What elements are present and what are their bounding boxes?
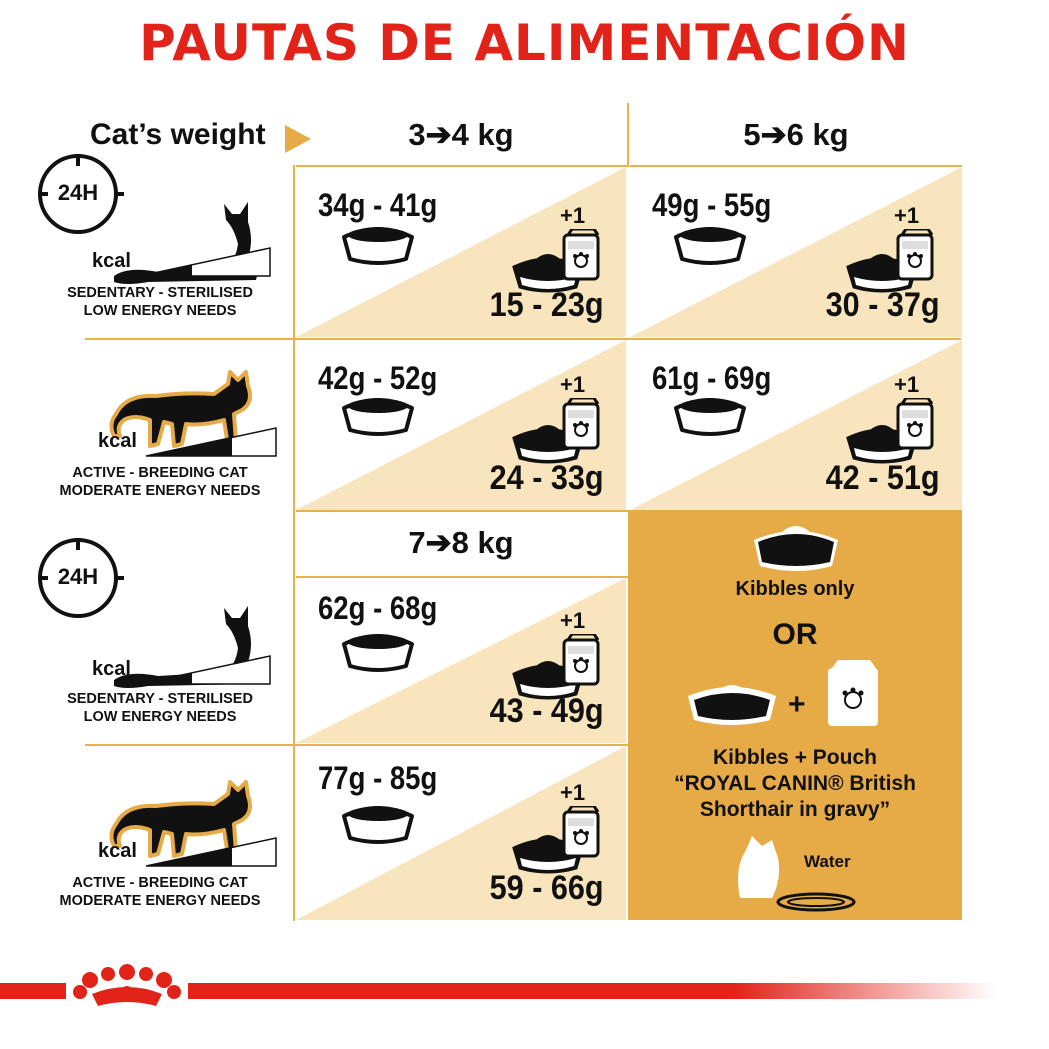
- cats-weight-label: Cat’s weight: [90, 118, 266, 151]
- energy-bar-icon: [140, 655, 271, 685]
- divider: [296, 576, 630, 578]
- pouch-icon: [562, 634, 600, 686]
- pouch-icon: [896, 398, 934, 450]
- kibbles-only-amount: 77g - 85g: [318, 760, 438, 796]
- kibbles-pouch-amount: 43 - 49g: [490, 692, 604, 730]
- kcal-label: kcal: [98, 430, 137, 452]
- profile-sedentary-2: 24H kcal SEDENTARY - STERILISED LOW ENER…: [20, 534, 290, 744]
- kcal-label: kcal: [98, 840, 137, 862]
- weight-header-5-6: 5➔6 kg: [743, 117, 849, 152]
- profile-line2: LOW ENERGY NEEDS: [83, 303, 237, 319]
- profile-sedentary-1: 24H kcal SEDENTARY - STERILISED LOW ENER…: [20, 150, 290, 338]
- mix-line2: “ROYAL CANIN® British: [674, 772, 916, 795]
- page-title: PAUTAS DE ALIMENTACIÓN: [139, 14, 910, 72]
- bowl-icon: [674, 396, 746, 436]
- divider: [85, 338, 961, 340]
- plus-one-label: +1: [560, 780, 586, 805]
- portion-cell-active-3-4kg: 42g - 52g +1 24 - 33g: [296, 340, 626, 510]
- water-label: Water: [804, 852, 851, 871]
- clock-label: 24H: [57, 564, 99, 589]
- divider: [85, 744, 630, 746]
- kibbles-only-amount: 42g - 52g: [318, 360, 438, 396]
- pouch-icon: [562, 229, 600, 281]
- bowl-icon: [342, 225, 414, 265]
- divider: [293, 165, 295, 921]
- plus-one-label: +1: [894, 203, 920, 228]
- kibbles-pouch-amount: 42 - 51g: [826, 459, 940, 497]
- kibbles-pouch-amount: 24 - 33g: [490, 459, 604, 497]
- pouch-icon: [828, 660, 878, 726]
- bowl-full-icon: [688, 685, 776, 725]
- profile-active-2: kcal ACTIVE - BREEDING CAT MODERATE ENER…: [20, 746, 290, 920]
- kibbles-pouch-amount: 15 - 23g: [490, 286, 604, 324]
- crown-logo-icon: [73, 964, 181, 1006]
- portion-cell-active-5-6kg: 61g - 69g +1 42 - 51g: [630, 340, 962, 510]
- weight-header-3-4: 3➔4 kg: [408, 117, 514, 152]
- portion-cell-sedentary-3-4kg: 34g - 41g +1 15 - 23g: [296, 167, 626, 337]
- plus-one-label: +1: [560, 203, 586, 228]
- legend-panel: Kibbles only OR + Kibbles + Pouch “ROYAL…: [628, 510, 962, 920]
- brand-logo: [66, 960, 188, 1016]
- plus-one-label: +1: [560, 372, 586, 397]
- divider: [630, 165, 962, 167]
- energy-bar-icon: [146, 427, 277, 457]
- portion-cell-sedentary-5-6kg: 49g - 55g +1 30 - 37g: [630, 167, 962, 337]
- kcal-label: kcal: [92, 250, 131, 272]
- kibbles-only-amount: 61g - 69g: [652, 360, 772, 396]
- plus-one-label: +1: [894, 372, 920, 397]
- energy-bar-icon: [146, 837, 277, 867]
- bowl-icon: [342, 632, 414, 672]
- divider: [296, 510, 630, 512]
- profile-active-1: kcal ACTIVE - BREEDING CAT MODERATE ENER…: [20, 340, 290, 510]
- divider: [627, 103, 629, 167]
- bowl-full-icon: [754, 526, 838, 571]
- kibbles-only-amount: 34g - 41g: [318, 187, 438, 223]
- pouch-icon: [562, 806, 600, 858]
- profile-line2: LOW ENERGY NEEDS: [83, 709, 237, 725]
- bowl-icon: [342, 396, 414, 436]
- portion-cell-active-7-8kg: 77g - 85g +1 59 - 66g: [296, 746, 626, 920]
- mix-line3: Shorthair in gravy”: [699, 798, 891, 821]
- divider: [296, 165, 628, 167]
- or-label: OR: [772, 618, 818, 651]
- plus-label: +: [788, 688, 806, 721]
- water-bowl-icon: [738, 836, 856, 912]
- footer-band: [0, 983, 1049, 999]
- kibbles-only-amount: 49g - 55g: [652, 187, 772, 223]
- arrow-right-icon: [285, 125, 311, 153]
- profile-line2: MODERATE ENERGY NEEDS: [59, 483, 261, 499]
- plus-one-label: +1: [560, 608, 586, 633]
- pouch-icon: [562, 398, 600, 450]
- kibbles-only-label: Kibbles only: [735, 578, 855, 600]
- profile-line1: ACTIVE - BREEDING CAT: [72, 875, 248, 891]
- bowl-icon: [674, 225, 746, 265]
- profile-line2: MODERATE ENERGY NEEDS: [59, 893, 261, 909]
- pouch-icon: [896, 229, 934, 281]
- profile-line1: ACTIVE - BREEDING CAT: [72, 465, 248, 481]
- profile-line1: SEDENTARY - STERILISED: [67, 285, 253, 301]
- energy-bar-icon: [140, 247, 271, 277]
- weight-header-7-8: 7➔8 kg: [408, 525, 514, 560]
- kibbles-pouch-amount: 59 - 66g: [490, 869, 604, 907]
- kibbles-pouch-amount: 30 - 37g: [826, 286, 940, 324]
- kcal-label: kcal: [92, 658, 131, 680]
- kibbles-only-amount: 62g - 68g: [318, 590, 438, 626]
- mix-line1: Kibbles + Pouch: [713, 746, 877, 769]
- bowl-icon: [342, 804, 414, 844]
- clock-label: 24H: [57, 180, 99, 205]
- clock-24h-icon: [38, 154, 124, 234]
- clock-24h-icon: [38, 538, 124, 618]
- profile-line1: SEDENTARY - STERILISED: [67, 691, 253, 707]
- portion-cell-sedentary-7-8kg: 62g - 68g +1 43 - 49g: [296, 578, 626, 743]
